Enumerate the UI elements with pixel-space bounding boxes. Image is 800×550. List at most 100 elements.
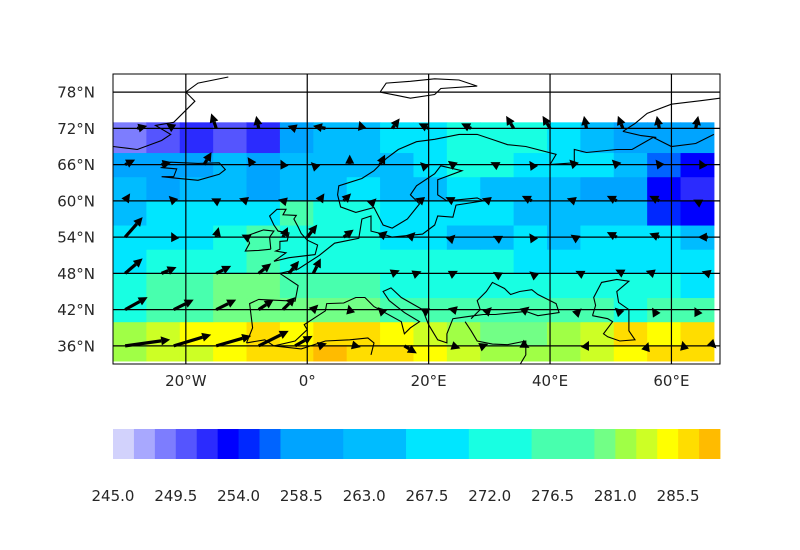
lon-label: 40°E [532, 372, 568, 390]
field-cell [613, 273, 648, 299]
field-cell [647, 345, 682, 362]
wind-vector [311, 258, 321, 275]
wind-vector [415, 196, 426, 206]
field-cell [513, 200, 548, 226]
wind-vector [281, 297, 296, 311]
coastline [113, 76, 229, 151]
field-cell [580, 321, 615, 347]
wind-vector [654, 115, 663, 129]
wind-vector [173, 332, 212, 348]
wind-vector [121, 193, 131, 204]
wind-vector [215, 265, 232, 275]
wind-vector [706, 338, 717, 349]
field-cell [547, 200, 581, 226]
wind-vector [692, 115, 701, 129]
lat-label: 78°N [57, 84, 95, 102]
colorbar-segment [343, 429, 407, 459]
wind-vector [316, 341, 327, 351]
colorbar-segment [113, 429, 135, 459]
wind-vector [570, 234, 581, 244]
wind-vector [403, 344, 417, 354]
colorbar-tick-label: 285.5 [657, 487, 700, 505]
wind-vector [529, 160, 539, 171]
wind-vector [542, 115, 552, 130]
field-cell [213, 200, 248, 226]
wind-vector [447, 306, 458, 315]
wind-vector [420, 162, 430, 172]
wind-vector [447, 270, 458, 279]
wind-vector [694, 307, 703, 318]
lon-label: 20°E [411, 372, 447, 390]
field-cell [480, 345, 515, 362]
field-cell [313, 345, 348, 362]
wind-vector [166, 123, 177, 133]
field-cell [547, 321, 581, 347]
wind-vector [697, 232, 708, 242]
wind-vector [614, 307, 625, 318]
wind-vector [202, 152, 212, 166]
lat-label: 48°N [57, 265, 95, 283]
field-cell [680, 249, 715, 274]
field-cell [279, 122, 314, 154]
coastline [622, 130, 657, 138]
field-cell [446, 321, 481, 347]
field-cell [580, 200, 615, 226]
map-frame [112, 73, 721, 365]
wind-vector [350, 340, 361, 350]
wind-vector [215, 334, 252, 348]
field-cell [179, 200, 214, 226]
wind-vector [580, 340, 589, 351]
field-cell [547, 345, 581, 362]
wind-vector [581, 115, 591, 129]
wind-vector [172, 299, 194, 312]
colorbar-tick-label: 245.0 [92, 487, 135, 505]
wind-vector [366, 198, 377, 208]
wind-vector [445, 197, 456, 206]
wind-vector [310, 162, 321, 172]
wind-vector [377, 307, 388, 317]
coastline [245, 133, 715, 344]
wind-vector [418, 123, 430, 132]
wind-vector [482, 307, 492, 317]
wind-vector [699, 159, 708, 170]
wind-vector [377, 154, 386, 166]
wind-vector [519, 306, 530, 316]
field-cell [513, 345, 548, 362]
lat-label: 36°N [57, 337, 95, 355]
field-cell [179, 345, 214, 362]
field-cell [179, 249, 214, 274]
coastline [464, 321, 527, 364]
wind-vector [693, 199, 704, 208]
colorbar-segment [238, 429, 260, 459]
field-cell [213, 345, 248, 362]
field-cell [346, 273, 381, 299]
wind-vector [215, 299, 237, 312]
field-cell [346, 321, 381, 347]
wind-vector [405, 232, 416, 242]
lat-label: 42°N [57, 301, 95, 319]
field-cell [113, 200, 147, 226]
field-cell [446, 345, 481, 362]
field-cell [480, 249, 515, 274]
wind-vector [239, 196, 250, 206]
wind-vector [701, 269, 712, 279]
field-cell [547, 273, 581, 299]
wind-vector [447, 160, 458, 170]
field-cell [647, 249, 682, 274]
lon-labels: 20°W 0° 20°E 40°E 60°E [165, 372, 689, 390]
wind-vector [641, 342, 650, 353]
field-cell [246, 345, 281, 362]
wind-vector [345, 154, 355, 165]
field-cell [547, 122, 581, 154]
wind-vector [478, 343, 489, 352]
wind-vector [160, 266, 177, 275]
wind-vector [294, 335, 313, 348]
field-cell [246, 273, 281, 299]
field-cell [146, 200, 181, 226]
wind-vector [606, 195, 618, 204]
field-cell [380, 176, 414, 202]
colorbar-tick-labels: 245.0 249.5 254.0 258.5 263.0 267.5 272.0 276.5… [92, 487, 700, 505]
wind-vector [287, 124, 298, 133]
wind-vector [341, 193, 352, 203]
